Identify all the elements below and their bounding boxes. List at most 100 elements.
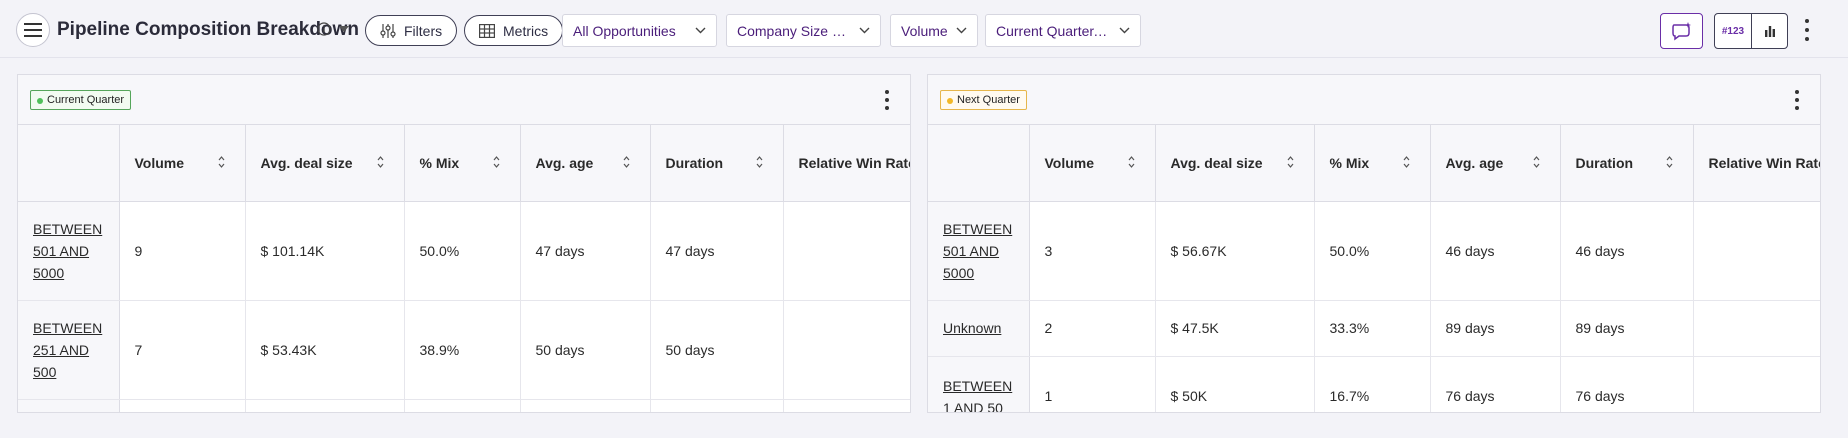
avg-age-cell: 46 days xyxy=(1430,201,1561,301)
mix-cell: 33.3% xyxy=(1314,300,1431,357)
metrics-label: Metrics xyxy=(503,22,549,39)
sort-icon[interactable] xyxy=(1533,156,1540,168)
duration-cell: 89 days xyxy=(1560,300,1694,357)
sort-icon[interactable] xyxy=(493,156,500,168)
opportunity-filter-value: All Opportunities xyxy=(573,22,676,39)
segment-cell: BETWEEN 501 AND 5000 xyxy=(18,201,120,301)
sort-icon[interactable] xyxy=(1403,156,1410,168)
avg-deal-size-cell: $ 53.43K xyxy=(245,300,405,400)
top-bar: Pipeline Composition Breakdown Filters M… xyxy=(0,0,1848,58)
win-rate-cell xyxy=(1693,201,1820,301)
column-header-avg-age[interactable]: Avg. age xyxy=(520,125,651,202)
column-header-volume[interactable]: Volume xyxy=(119,125,246,202)
sort-icon[interactable] xyxy=(1666,156,1673,168)
corner-header-cell xyxy=(18,125,120,202)
segment-link[interactable]: BETWEEN 501 AND 5000 xyxy=(943,220,1013,281)
avg-deal-size-cell: $ 56.67K xyxy=(1155,201,1315,301)
duration-cell: 46 days xyxy=(1560,201,1694,301)
panel-header: Current Quarter xyxy=(18,75,910,125)
bar-chart-icon xyxy=(1764,26,1775,37)
column-header-avg-age[interactable]: Avg. age xyxy=(1430,125,1561,202)
group-by-dropdown[interactable]: Company Size Bu... xyxy=(726,14,881,47)
opportunity-filter-dropdown[interactable]: All Opportunities xyxy=(562,14,717,47)
segment-link[interactable]: BETWEEN 1 AND 50 xyxy=(943,377,1013,413)
segment-cell: BETWEEN 251 AND 500 xyxy=(18,300,120,400)
next-quarter-badge: Next Quarter xyxy=(940,90,1027,110)
duration-cell: 76 days xyxy=(1560,356,1694,412)
panel-header: Next Quarter xyxy=(928,75,1820,125)
win-rate-cell xyxy=(783,300,910,400)
measure-value: Volume xyxy=(901,22,948,39)
mix-cell: 16.7% xyxy=(1314,356,1431,412)
column-header-mix[interactable]: % Mix xyxy=(404,125,521,202)
volume-cell: 9 xyxy=(119,201,246,301)
segment-cell: BETWEEN 1 AND 50 xyxy=(928,356,1030,413)
win-rate-cell xyxy=(1693,300,1820,357)
sliders-icon xyxy=(380,23,396,38)
avg-deal-size-cell: $ 47.5K xyxy=(1155,300,1315,357)
ai-chat-button[interactable] xyxy=(1660,13,1703,49)
menu-button[interactable] xyxy=(16,13,50,47)
segment-cell: BETWEEN 501 AND 5000 xyxy=(928,201,1030,301)
segment-link[interactable]: BETWEEN 501 AND 5000 xyxy=(33,220,103,281)
table-icon xyxy=(479,23,495,38)
avg-deal-size-cell: $ 101.14K xyxy=(245,201,405,301)
win-rate-cell xyxy=(783,201,910,301)
period-dropdown[interactable]: Current Quarter, Ne... xyxy=(985,14,1141,47)
page-title: Pipeline Composition Breakdown xyxy=(57,19,359,40)
column-header-mix[interactable]: % Mix xyxy=(1314,125,1431,202)
mix-cell: 50.0% xyxy=(1314,201,1431,301)
table-row: BETWEEN 1 AND 50 1 $ 50K 16.7% 76 days 7… xyxy=(928,356,1820,413)
column-header-relative-win-rate[interactable]: Relative Win Rate xyxy=(783,125,910,202)
table-row: BETWEEN 251 AND 500 7 $ 53.43K 38.9% 50 … xyxy=(18,300,910,400)
table-row: Unknown 2 $ 47.5K 33.3% 89 days 89 days xyxy=(928,300,1820,357)
title-dropdown-caret-icon[interactable] xyxy=(339,26,349,32)
column-header-duration[interactable]: Duration xyxy=(1560,125,1694,202)
volume-cell: 1 xyxy=(1029,356,1156,412)
sort-icon[interactable] xyxy=(377,156,384,168)
filters-label: Filters xyxy=(404,22,443,39)
panel-more-button[interactable] xyxy=(1792,88,1802,112)
filters-button[interactable]: Filters xyxy=(365,15,458,46)
volume-cell: 7 xyxy=(119,300,246,400)
metrics-button[interactable]: Metrics xyxy=(464,15,564,46)
corner-header-cell xyxy=(928,125,1030,202)
sort-icon[interactable] xyxy=(623,156,630,168)
sort-icon[interactable] xyxy=(218,156,225,168)
column-header-volume[interactable]: Volume xyxy=(1029,125,1156,202)
sort-icon[interactable] xyxy=(1287,156,1294,168)
info-icon[interactable] xyxy=(317,22,331,36)
next-quarter-table: Volume Avg. deal size % Mix Avg. age Dur… xyxy=(928,125,1820,413)
mix-cell: 38.9% xyxy=(404,300,521,400)
chevron-down-icon xyxy=(695,27,706,34)
column-header-avg-deal-size[interactable]: Avg. deal size xyxy=(1155,125,1315,202)
more-options-button[interactable] xyxy=(1797,17,1817,43)
column-header-duration[interactable]: Duration xyxy=(650,125,784,202)
avg-deal-size-cell: $ 50K xyxy=(1155,356,1315,412)
segment-link[interactable]: Unknown xyxy=(943,320,1002,336)
current-quarter-panel: Current Quarter Volume Avg. deal size % … xyxy=(17,74,911,413)
segment-link[interactable]: BETWEEN 251 AND 500 xyxy=(33,319,103,380)
number-view-toggle[interactable]: #123 xyxy=(1721,25,1745,37)
mix-cell: 50.0% xyxy=(404,201,521,301)
chevron-down-icon xyxy=(956,27,967,34)
hamburger-icon xyxy=(24,23,42,37)
measure-dropdown[interactable]: Volume xyxy=(890,14,978,47)
chevron-down-icon xyxy=(1119,27,1130,34)
column-header-avg-deal-size[interactable]: Avg. deal size xyxy=(245,125,405,202)
sort-icon[interactable] xyxy=(756,156,763,168)
group-by-value: Company Size Bu... xyxy=(737,22,851,39)
current-quarter-badge: Current Quarter xyxy=(30,90,132,110)
chevron-down-icon xyxy=(859,27,870,34)
chat-sparkle-icon xyxy=(1671,22,1691,41)
period-value: Current Quarter, Ne... xyxy=(996,22,1111,39)
volume-cell: 2 xyxy=(1029,300,1156,357)
sort-icon[interactable] xyxy=(1128,156,1135,168)
avg-age-cell: 89 days xyxy=(1430,300,1561,357)
chart-view-toggle[interactable] xyxy=(1751,14,1787,48)
column-header-relative-win-rate[interactable]: Relative Win Rate xyxy=(1693,125,1820,202)
volume-cell: 3 xyxy=(1029,201,1156,301)
panel-more-button[interactable] xyxy=(882,88,892,112)
avg-age-cell: 76 days xyxy=(1430,356,1561,412)
win-rate-cell xyxy=(1693,356,1820,412)
